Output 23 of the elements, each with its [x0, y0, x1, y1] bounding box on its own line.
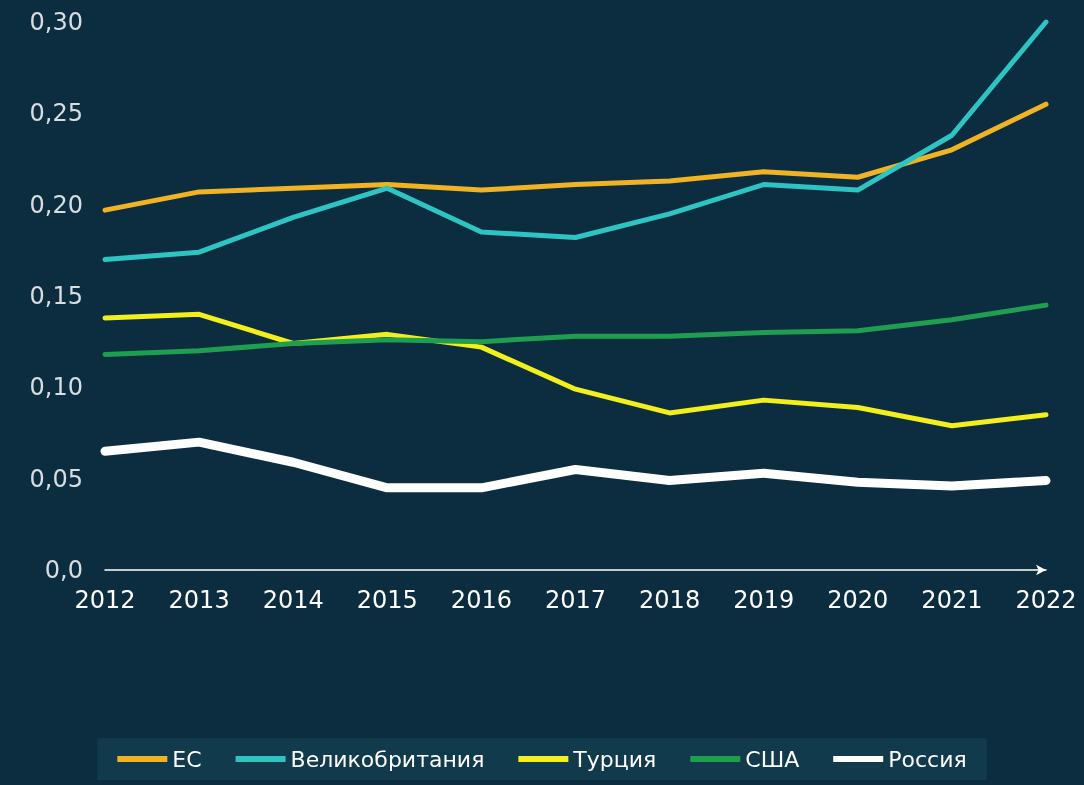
- x-tick-label: 2014: [262, 586, 324, 614]
- x-tick-label: 2015: [356, 586, 418, 614]
- x-tick-label: 2016: [450, 586, 512, 614]
- legend-label: Россия: [888, 746, 967, 772]
- legend-label: Турция: [572, 746, 657, 772]
- legend-label: США: [745, 746, 800, 772]
- y-tick-label: 0,20: [29, 190, 83, 219]
- y-tick-label: 0,25: [29, 99, 83, 128]
- x-tick-label: 2018: [639, 586, 701, 614]
- x-tick-label: 2017: [544, 586, 607, 614]
- y-tick-label: 0,0: [44, 556, 83, 584]
- y-tick-label: 0,15: [29, 282, 83, 310]
- legend-label: ЕС: [172, 746, 202, 772]
- x-tick-label: 2013: [168, 586, 230, 614]
- x-tick-label: 2019: [733, 586, 795, 614]
- y-tick-label: 0,05: [29, 464, 83, 493]
- x-tick-label: 2021: [921, 586, 983, 614]
- y-tick-label: 0,30: [29, 8, 83, 36]
- x-tick-label: 2022: [1015, 586, 1077, 614]
- legend-label: Великобритания: [290, 746, 485, 772]
- x-tick-label: 2012: [74, 586, 136, 614]
- x-tick-label: 2020: [827, 586, 889, 614]
- y-tick-label: 0,10: [29, 373, 83, 402]
